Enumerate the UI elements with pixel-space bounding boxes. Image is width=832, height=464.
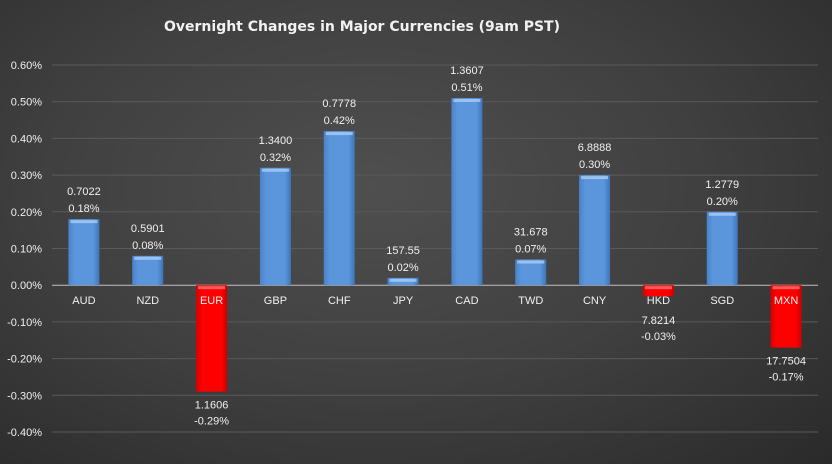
bar-highlight [708, 212, 736, 216]
y-tick-label: 0.10% [11, 244, 42, 256]
value-label: 0.20% [707, 196, 738, 208]
rate-label: 0.7022 [67, 186, 101, 198]
value-label: 0.08% [132, 240, 163, 252]
y-tick-label: 0.50% [11, 97, 42, 109]
chart-title: Overnight Changes in Major Currencies (9… [164, 19, 560, 35]
x-tick-label: HKD [647, 295, 670, 307]
value-label: -0.29% [194, 416, 229, 428]
bar-highlight [453, 99, 481, 103]
value-label: 0.07% [515, 244, 546, 256]
value-label: 0.30% [579, 159, 610, 171]
y-tick-label: 0.00% [11, 280, 42, 292]
x-tick-label: AUD [72, 295, 95, 307]
x-tick-label: SGD [710, 295, 734, 307]
y-tick-label: 0.60% [11, 60, 42, 72]
bar-highlight [517, 260, 545, 264]
bar-sgd [706, 211, 738, 286]
bar-highlight [644, 286, 672, 290]
bar-highlight [198, 286, 226, 290]
rate-label: 6.8888 [578, 142, 612, 154]
x-tick-label: NZD [136, 295, 159, 307]
x-tick-label: GBP [264, 295, 287, 307]
rate-label: 31.678 [514, 227, 548, 239]
rate-label: 157.55 [386, 245, 420, 257]
bar-highlight [261, 168, 289, 172]
value-label: 0.18% [68, 203, 99, 215]
y-tick-label: -0.40% [7, 427, 42, 439]
x-tick-label: JPY [393, 295, 414, 307]
rate-label: 17.7504 [766, 356, 806, 368]
bar-cny [579, 175, 611, 286]
bar-twd [515, 259, 547, 286]
y-tick-label: 0.30% [11, 170, 42, 182]
rate-label: 0.7778 [322, 98, 356, 110]
value-label: 0.02% [387, 262, 418, 274]
value-label: -0.17% [769, 372, 804, 384]
bar-highlight [581, 176, 609, 180]
rate-label: 0.5901 [131, 223, 165, 235]
rate-label: 1.2779 [705, 179, 739, 191]
x-tick-label: MXN [774, 295, 799, 307]
bar-cad [451, 98, 483, 286]
x-tick-label: CAD [455, 295, 478, 307]
bar-highlight [325, 132, 353, 136]
bar-eur [196, 285, 228, 392]
rate-label: 1.3607 [450, 65, 484, 77]
x-tick-label: CHF [328, 295, 351, 307]
bar-hkd [642, 285, 674, 297]
bar-aud [68, 219, 100, 286]
bar-chf [323, 131, 355, 286]
y-tick-label: 0.40% [11, 133, 42, 145]
value-label: 0.32% [260, 152, 291, 164]
rate-label: 1.1606 [195, 400, 229, 412]
bar-highlight [70, 220, 98, 224]
x-tick-label: CNY [583, 295, 607, 307]
x-tick-label: EUR [200, 295, 223, 307]
rate-label: 7.8214 [642, 315, 676, 327]
bar-highlight [389, 278, 417, 282]
y-tick-label: -0.30% [7, 390, 42, 402]
bar-highlight [134, 256, 162, 260]
y-tick-label: -0.10% [7, 317, 42, 329]
value-label: 0.51% [451, 82, 482, 94]
value-label: 0.42% [324, 115, 355, 127]
bar-gbp [259, 167, 291, 286]
bar-nzd [132, 255, 164, 286]
x-tick-label: TWD [518, 295, 543, 307]
value-label: -0.03% [641, 331, 676, 343]
bar-mxn [770, 285, 802, 348]
y-tick-label: -0.20% [7, 354, 42, 366]
bar-highlight [772, 286, 800, 290]
rate-label: 1.3400 [259, 135, 293, 147]
y-tick-label: 0.20% [11, 207, 42, 219]
